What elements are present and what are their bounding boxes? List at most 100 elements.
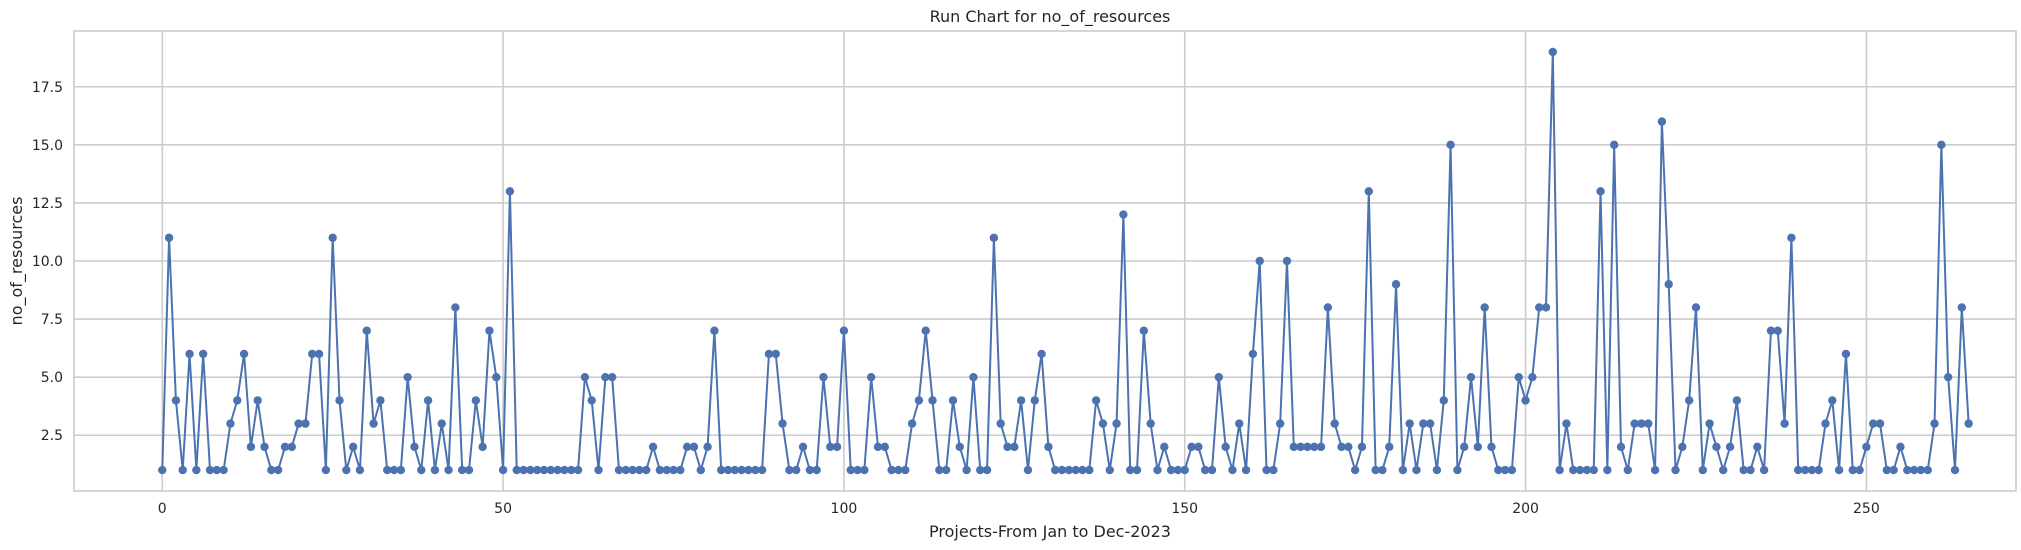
data-point — [1078, 465, 1087, 475]
data-point — [260, 442, 269, 452]
data-point — [1303, 442, 1312, 452]
data-point — [226, 419, 235, 428]
data-point — [785, 465, 794, 475]
data-point — [1746, 465, 1755, 475]
data-point — [1350, 465, 1360, 475]
y-tick-label: 7.5 — [41, 312, 63, 328]
data-point — [444, 465, 453, 475]
data-point — [655, 465, 665, 475]
data-point — [1023, 465, 1033, 475]
data-point — [614, 465, 624, 475]
data-point — [1016, 396, 1026, 405]
data-point — [1085, 465, 1094, 475]
data-point — [158, 465, 167, 475]
data-point — [1937, 140, 1946, 150]
data-point — [328, 233, 337, 242]
data-point — [1241, 465, 1251, 475]
data-point — [914, 396, 924, 405]
data-point — [1398, 465, 1408, 475]
data-point — [1166, 465, 1176, 475]
data-point — [1064, 465, 1074, 475]
data-point — [601, 372, 610, 382]
x-axis-ticks: 0 50 100 150 200 250 — [158, 501, 1880, 517]
data-point — [1923, 465, 1932, 475]
data-point — [1521, 396, 1530, 405]
data-point — [1534, 303, 1544, 312]
data-point — [1896, 442, 1905, 452]
data-point — [1500, 465, 1510, 475]
data-point — [1153, 465, 1162, 475]
data-point — [1371, 465, 1380, 475]
data-point — [1446, 140, 1455, 150]
data-point — [553, 465, 562, 475]
data-point — [1439, 396, 1448, 405]
data-point — [1112, 419, 1121, 428]
data-point — [648, 442, 658, 452]
data-point — [492, 372, 501, 382]
data-point — [1766, 326, 1776, 335]
data-point — [355, 465, 365, 475]
data-point — [676, 465, 685, 475]
data-point — [1862, 442, 1871, 452]
data-point — [941, 465, 951, 475]
x-tick-label: 250 — [1853, 501, 1880, 517]
data-point — [1432, 465, 1442, 475]
data-point — [1453, 465, 1462, 475]
data-point — [1364, 187, 1373, 196]
data-point — [485, 326, 494, 335]
data-point — [185, 349, 194, 359]
data-point — [1425, 419, 1435, 428]
data-point — [792, 465, 801, 475]
data-point — [982, 465, 992, 475]
data-point — [362, 326, 371, 335]
data-point — [1514, 372, 1523, 382]
data-point — [935, 465, 944, 475]
data-point — [1187, 442, 1196, 452]
data-point — [928, 396, 937, 405]
data-point — [171, 396, 181, 405]
data-point — [471, 396, 481, 405]
data-point — [1275, 419, 1285, 428]
data-point — [526, 465, 535, 475]
data-point — [860, 465, 869, 475]
data-point — [1616, 442, 1626, 452]
x-tick-label: 0 — [158, 501, 167, 517]
data-point — [1712, 442, 1721, 452]
data-point — [192, 465, 201, 475]
data-point — [1160, 442, 1169, 452]
y-tick-label: 5.0 — [41, 370, 63, 386]
data-point — [764, 349, 774, 359]
data-point — [573, 465, 583, 475]
data-point — [744, 465, 753, 475]
data-point — [1821, 419, 1830, 428]
data-point — [1003, 442, 1012, 452]
data-point — [458, 465, 467, 475]
data-point — [546, 465, 556, 475]
data-point — [1310, 442, 1319, 452]
data-point — [294, 419, 303, 428]
x-axis-label: Projects-From Jan to Dec-2023 — [929, 522, 1171, 541]
data-point — [976, 465, 985, 475]
data-point — [1834, 465, 1844, 475]
data-point — [451, 303, 460, 312]
y-tick-label: 10.0 — [32, 254, 63, 270]
data-point — [1194, 442, 1203, 452]
data-point — [621, 465, 630, 475]
data-point — [1262, 465, 1271, 475]
data-point — [1909, 465, 1919, 475]
data-point — [901, 465, 910, 475]
data-point — [1637, 419, 1646, 428]
data-point — [1126, 465, 1135, 475]
data-point — [512, 465, 521, 475]
data-point — [1780, 419, 1789, 428]
data-point — [1732, 396, 1742, 405]
data-point — [798, 442, 808, 452]
data-point — [757, 465, 767, 475]
data-point — [1575, 465, 1585, 475]
data-point — [1105, 465, 1114, 475]
data-point — [1705, 419, 1714, 428]
data-point — [832, 442, 842, 452]
data-point — [1603, 465, 1612, 475]
data-point — [1698, 465, 1707, 475]
y-tick-label: 2.5 — [41, 428, 63, 444]
